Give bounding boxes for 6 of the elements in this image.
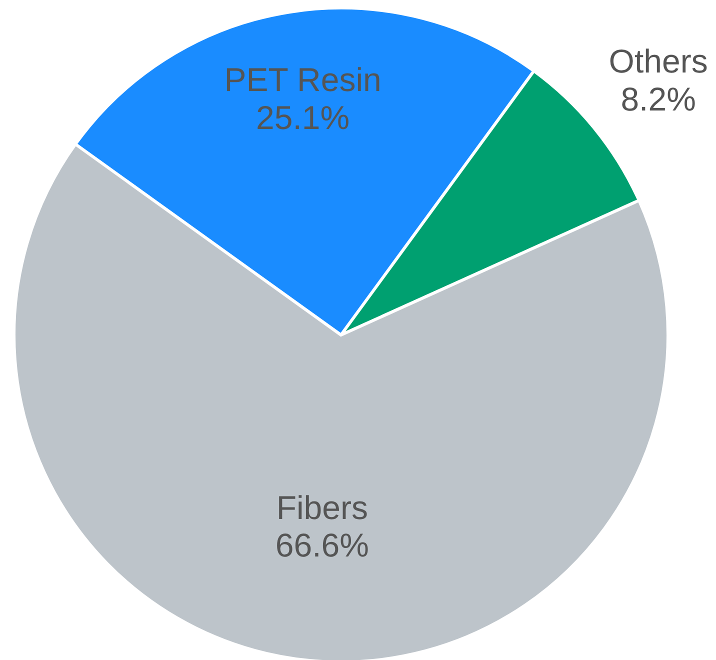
- slice-label: Others: [608, 42, 708, 80]
- data-label: 66.6%: [275, 526, 369, 564]
- data-label: 25.1%: [256, 99, 350, 136]
- data-label: 8.2%: [620, 80, 696, 118]
- slice-label: Fibers: [276, 488, 368, 526]
- slice-label: PET Resin: [224, 61, 382, 98]
